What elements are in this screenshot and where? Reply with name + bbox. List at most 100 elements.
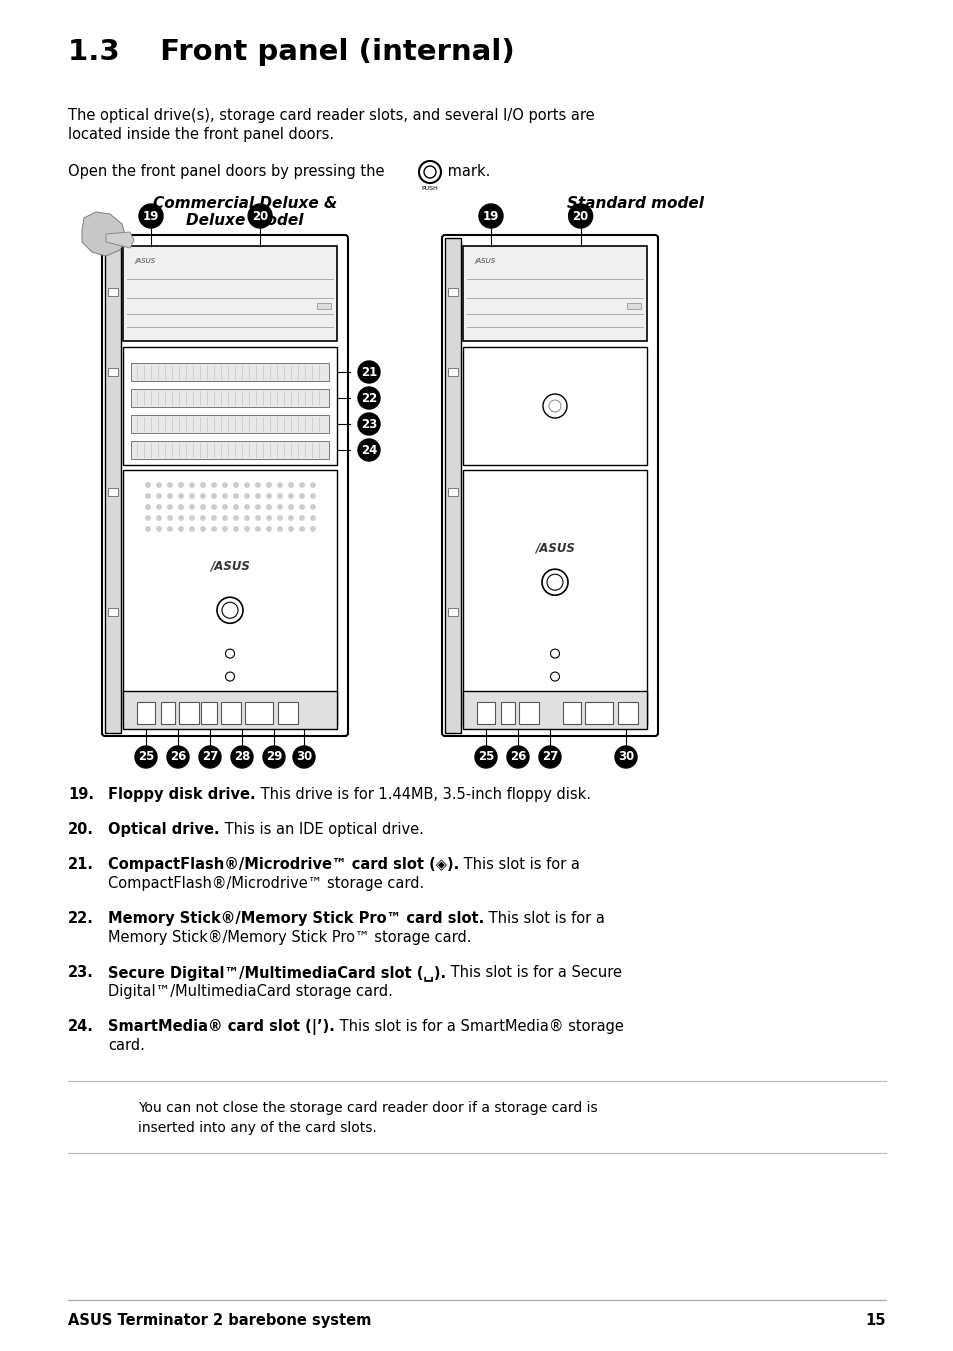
Circle shape: [200, 505, 205, 509]
Circle shape: [357, 386, 379, 409]
Bar: [245, 703, 273, 724]
Bar: [123, 470, 336, 725]
Circle shape: [178, 505, 183, 509]
Circle shape: [311, 505, 314, 509]
Text: You can not close the storage card reader door if a storage card is: You can not close the storage card reade…: [138, 1101, 597, 1115]
Text: 20.: 20.: [68, 821, 94, 838]
Circle shape: [615, 746, 637, 767]
Text: 20: 20: [252, 209, 268, 223]
Circle shape: [267, 527, 271, 531]
Circle shape: [190, 482, 194, 488]
Bar: [444, 238, 460, 734]
Text: 27: 27: [541, 751, 558, 763]
Bar: [277, 703, 297, 724]
Text: 19.: 19.: [68, 788, 94, 802]
Circle shape: [357, 413, 379, 435]
Circle shape: [233, 516, 238, 520]
Circle shape: [178, 482, 183, 488]
Circle shape: [277, 494, 282, 499]
Circle shape: [200, 516, 205, 520]
Circle shape: [156, 494, 161, 499]
Circle shape: [200, 482, 205, 488]
Bar: [131, 440, 329, 459]
Circle shape: [311, 516, 314, 520]
Circle shape: [263, 746, 285, 767]
FancyBboxPatch shape: [102, 235, 348, 736]
Circle shape: [135, 746, 157, 767]
Text: Digital™/MultimediaCard storage card.: Digital™/MultimediaCard storage card.: [108, 984, 393, 998]
Circle shape: [289, 527, 293, 531]
Circle shape: [255, 482, 260, 488]
Circle shape: [146, 516, 150, 520]
Bar: [584, 703, 613, 724]
Text: Floppy disk drive.: Floppy disk drive.: [108, 788, 255, 802]
Circle shape: [267, 494, 271, 499]
Bar: [316, 303, 331, 309]
Bar: [462, 246, 646, 340]
Circle shape: [245, 505, 249, 509]
Circle shape: [255, 505, 260, 509]
Circle shape: [299, 516, 304, 520]
Text: 25: 25: [477, 751, 494, 763]
Text: 21.: 21.: [68, 857, 94, 871]
Text: The optical drive(s), storage card reader slots, and several I/O ports are: The optical drive(s), storage card reade…: [68, 108, 594, 123]
Text: This is an IDE optical drive.: This is an IDE optical drive.: [219, 821, 423, 838]
Circle shape: [146, 505, 150, 509]
Bar: [626, 303, 640, 309]
Circle shape: [357, 361, 379, 382]
Text: Commercial Deluxe &: Commercial Deluxe &: [152, 196, 336, 211]
Text: 19: 19: [143, 209, 159, 223]
Text: 21: 21: [360, 366, 376, 378]
Circle shape: [299, 482, 304, 488]
Bar: [108, 608, 118, 616]
Circle shape: [255, 494, 260, 499]
Polygon shape: [106, 232, 133, 249]
Bar: [462, 470, 646, 725]
Circle shape: [223, 482, 227, 488]
Text: 19: 19: [482, 209, 498, 223]
Bar: [462, 690, 646, 730]
Text: This slot is for a SmartMedia® storage: This slot is for a SmartMedia® storage: [335, 1019, 623, 1034]
Circle shape: [245, 482, 249, 488]
Text: 22.: 22.: [68, 911, 93, 925]
Text: /ASUS: /ASUS: [135, 258, 156, 263]
Circle shape: [212, 482, 216, 488]
Circle shape: [190, 505, 194, 509]
Circle shape: [190, 494, 194, 499]
Circle shape: [168, 516, 172, 520]
Circle shape: [289, 494, 293, 499]
Circle shape: [190, 516, 194, 520]
Circle shape: [199, 746, 221, 767]
Circle shape: [478, 204, 502, 228]
Circle shape: [299, 527, 304, 531]
Circle shape: [267, 505, 271, 509]
Circle shape: [223, 527, 227, 531]
Circle shape: [139, 204, 163, 228]
Text: This slot is for a: This slot is for a: [458, 857, 579, 871]
Text: 29: 29: [266, 751, 282, 763]
Bar: [448, 488, 457, 496]
Bar: [462, 347, 646, 465]
Text: Open the front panel doors by pressing the: Open the front panel doors by pressing t…: [68, 163, 384, 178]
Text: ASUS Terminator 2 barebone system: ASUS Terminator 2 barebone system: [68, 1313, 371, 1328]
Circle shape: [299, 505, 304, 509]
Bar: [518, 703, 538, 724]
Text: 22: 22: [360, 392, 376, 404]
Bar: [476, 703, 495, 724]
Text: located inside the front panel doors.: located inside the front panel doors.: [68, 127, 334, 142]
Text: 24.: 24.: [68, 1019, 93, 1034]
Text: 27: 27: [202, 751, 218, 763]
Circle shape: [277, 505, 282, 509]
Circle shape: [277, 482, 282, 488]
Bar: [131, 363, 329, 381]
Circle shape: [212, 527, 216, 531]
Text: Optical drive.: Optical drive.: [108, 821, 219, 838]
Circle shape: [568, 204, 592, 228]
Bar: [448, 288, 457, 296]
Circle shape: [178, 494, 183, 499]
Circle shape: [178, 516, 183, 520]
Text: mark.: mark.: [442, 163, 490, 178]
Text: 30: 30: [295, 751, 312, 763]
Text: /ASUS: /ASUS: [475, 258, 496, 263]
Text: 23.: 23.: [68, 965, 93, 979]
